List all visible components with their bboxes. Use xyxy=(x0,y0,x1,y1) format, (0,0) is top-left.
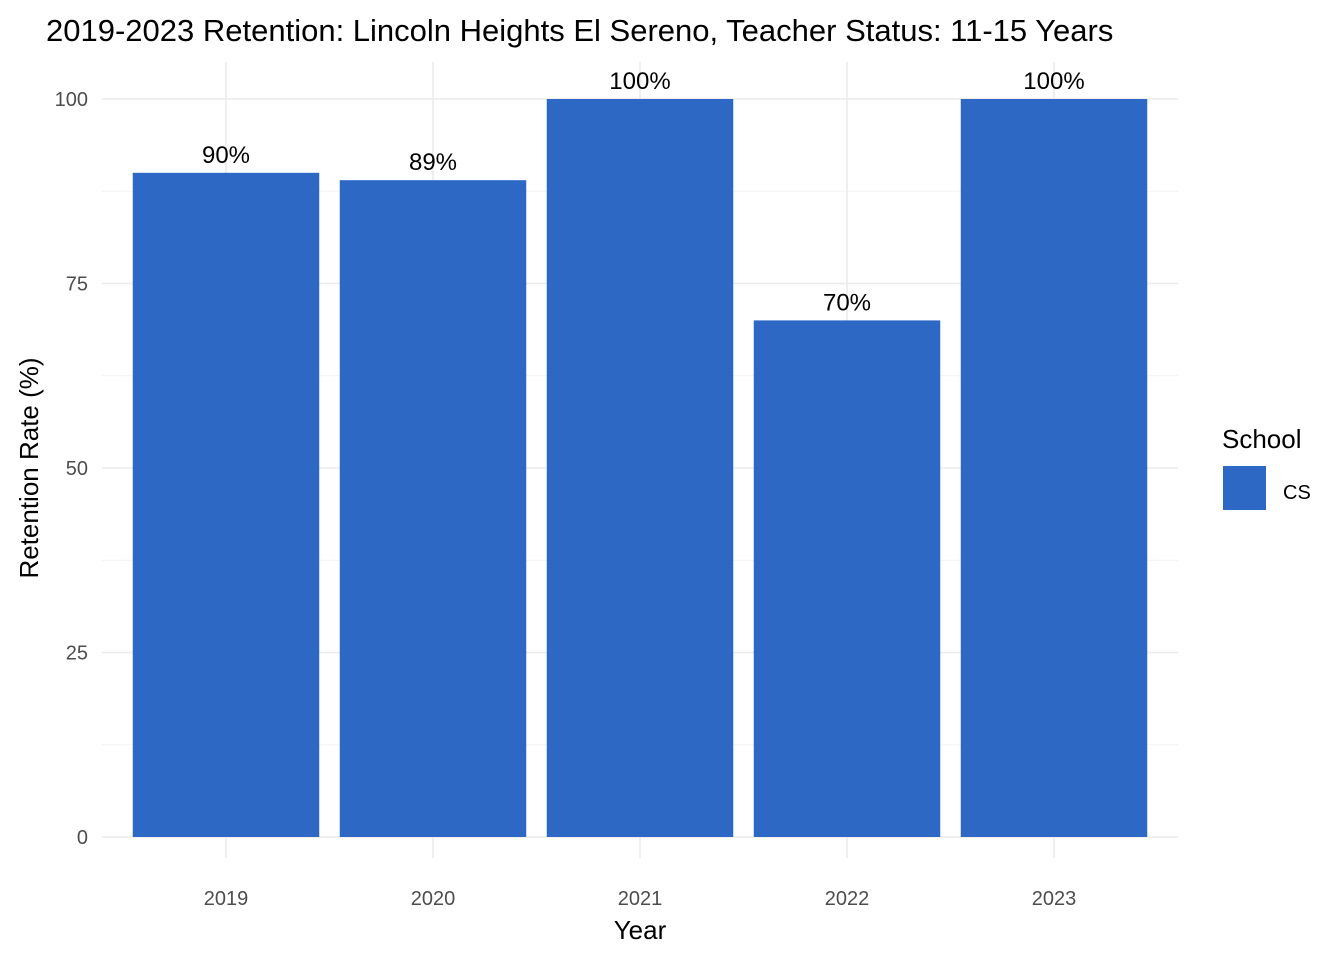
bar-2019 xyxy=(132,172,320,838)
x-tick-label: 2022 xyxy=(825,888,870,910)
bar-2021 xyxy=(546,99,734,837)
legend: School CS xyxy=(1222,424,1311,510)
bar-2022 xyxy=(753,320,941,837)
y-axis-title: Retention Rate (%) xyxy=(14,357,44,578)
data-label-2020: 89% xyxy=(409,149,457,176)
data-label-2021: 100% xyxy=(609,68,670,95)
chart-title: 2019-2023 Retention: Lincoln Heights El … xyxy=(46,13,1113,48)
bar-2023 xyxy=(960,99,1148,837)
y-axis-ticks: 0 25 50 75 100 xyxy=(55,89,88,849)
x-tick-label: 2021 xyxy=(618,888,663,910)
x-tick-label: 2020 xyxy=(411,888,456,910)
legend-title: School xyxy=(1222,424,1302,454)
legend-swatch-cs xyxy=(1223,466,1266,510)
y-tick-label: 100 xyxy=(55,89,88,111)
x-tick-label: 2023 xyxy=(1032,888,1077,910)
y-tick-label: 75 xyxy=(66,274,88,296)
data-label-2019: 90% xyxy=(202,142,250,169)
data-label-2022: 70% xyxy=(823,289,871,316)
data-label-2023: 100% xyxy=(1023,68,1084,95)
y-tick-label: 0 xyxy=(77,827,88,849)
x-tick-label: 2019 xyxy=(204,888,249,910)
y-tick-label: 50 xyxy=(66,458,88,480)
bars xyxy=(132,99,1148,838)
x-axis-ticks: 2019 2020 2021 2022 2023 xyxy=(204,888,1077,910)
data-labels: 90% 89% 100% 70% 100% xyxy=(202,68,1085,316)
x-axis-title: Year xyxy=(614,915,667,945)
legend-label-cs: CS xyxy=(1283,482,1311,504)
y-tick-label: 25 xyxy=(66,643,88,665)
bar-2020 xyxy=(339,180,527,837)
